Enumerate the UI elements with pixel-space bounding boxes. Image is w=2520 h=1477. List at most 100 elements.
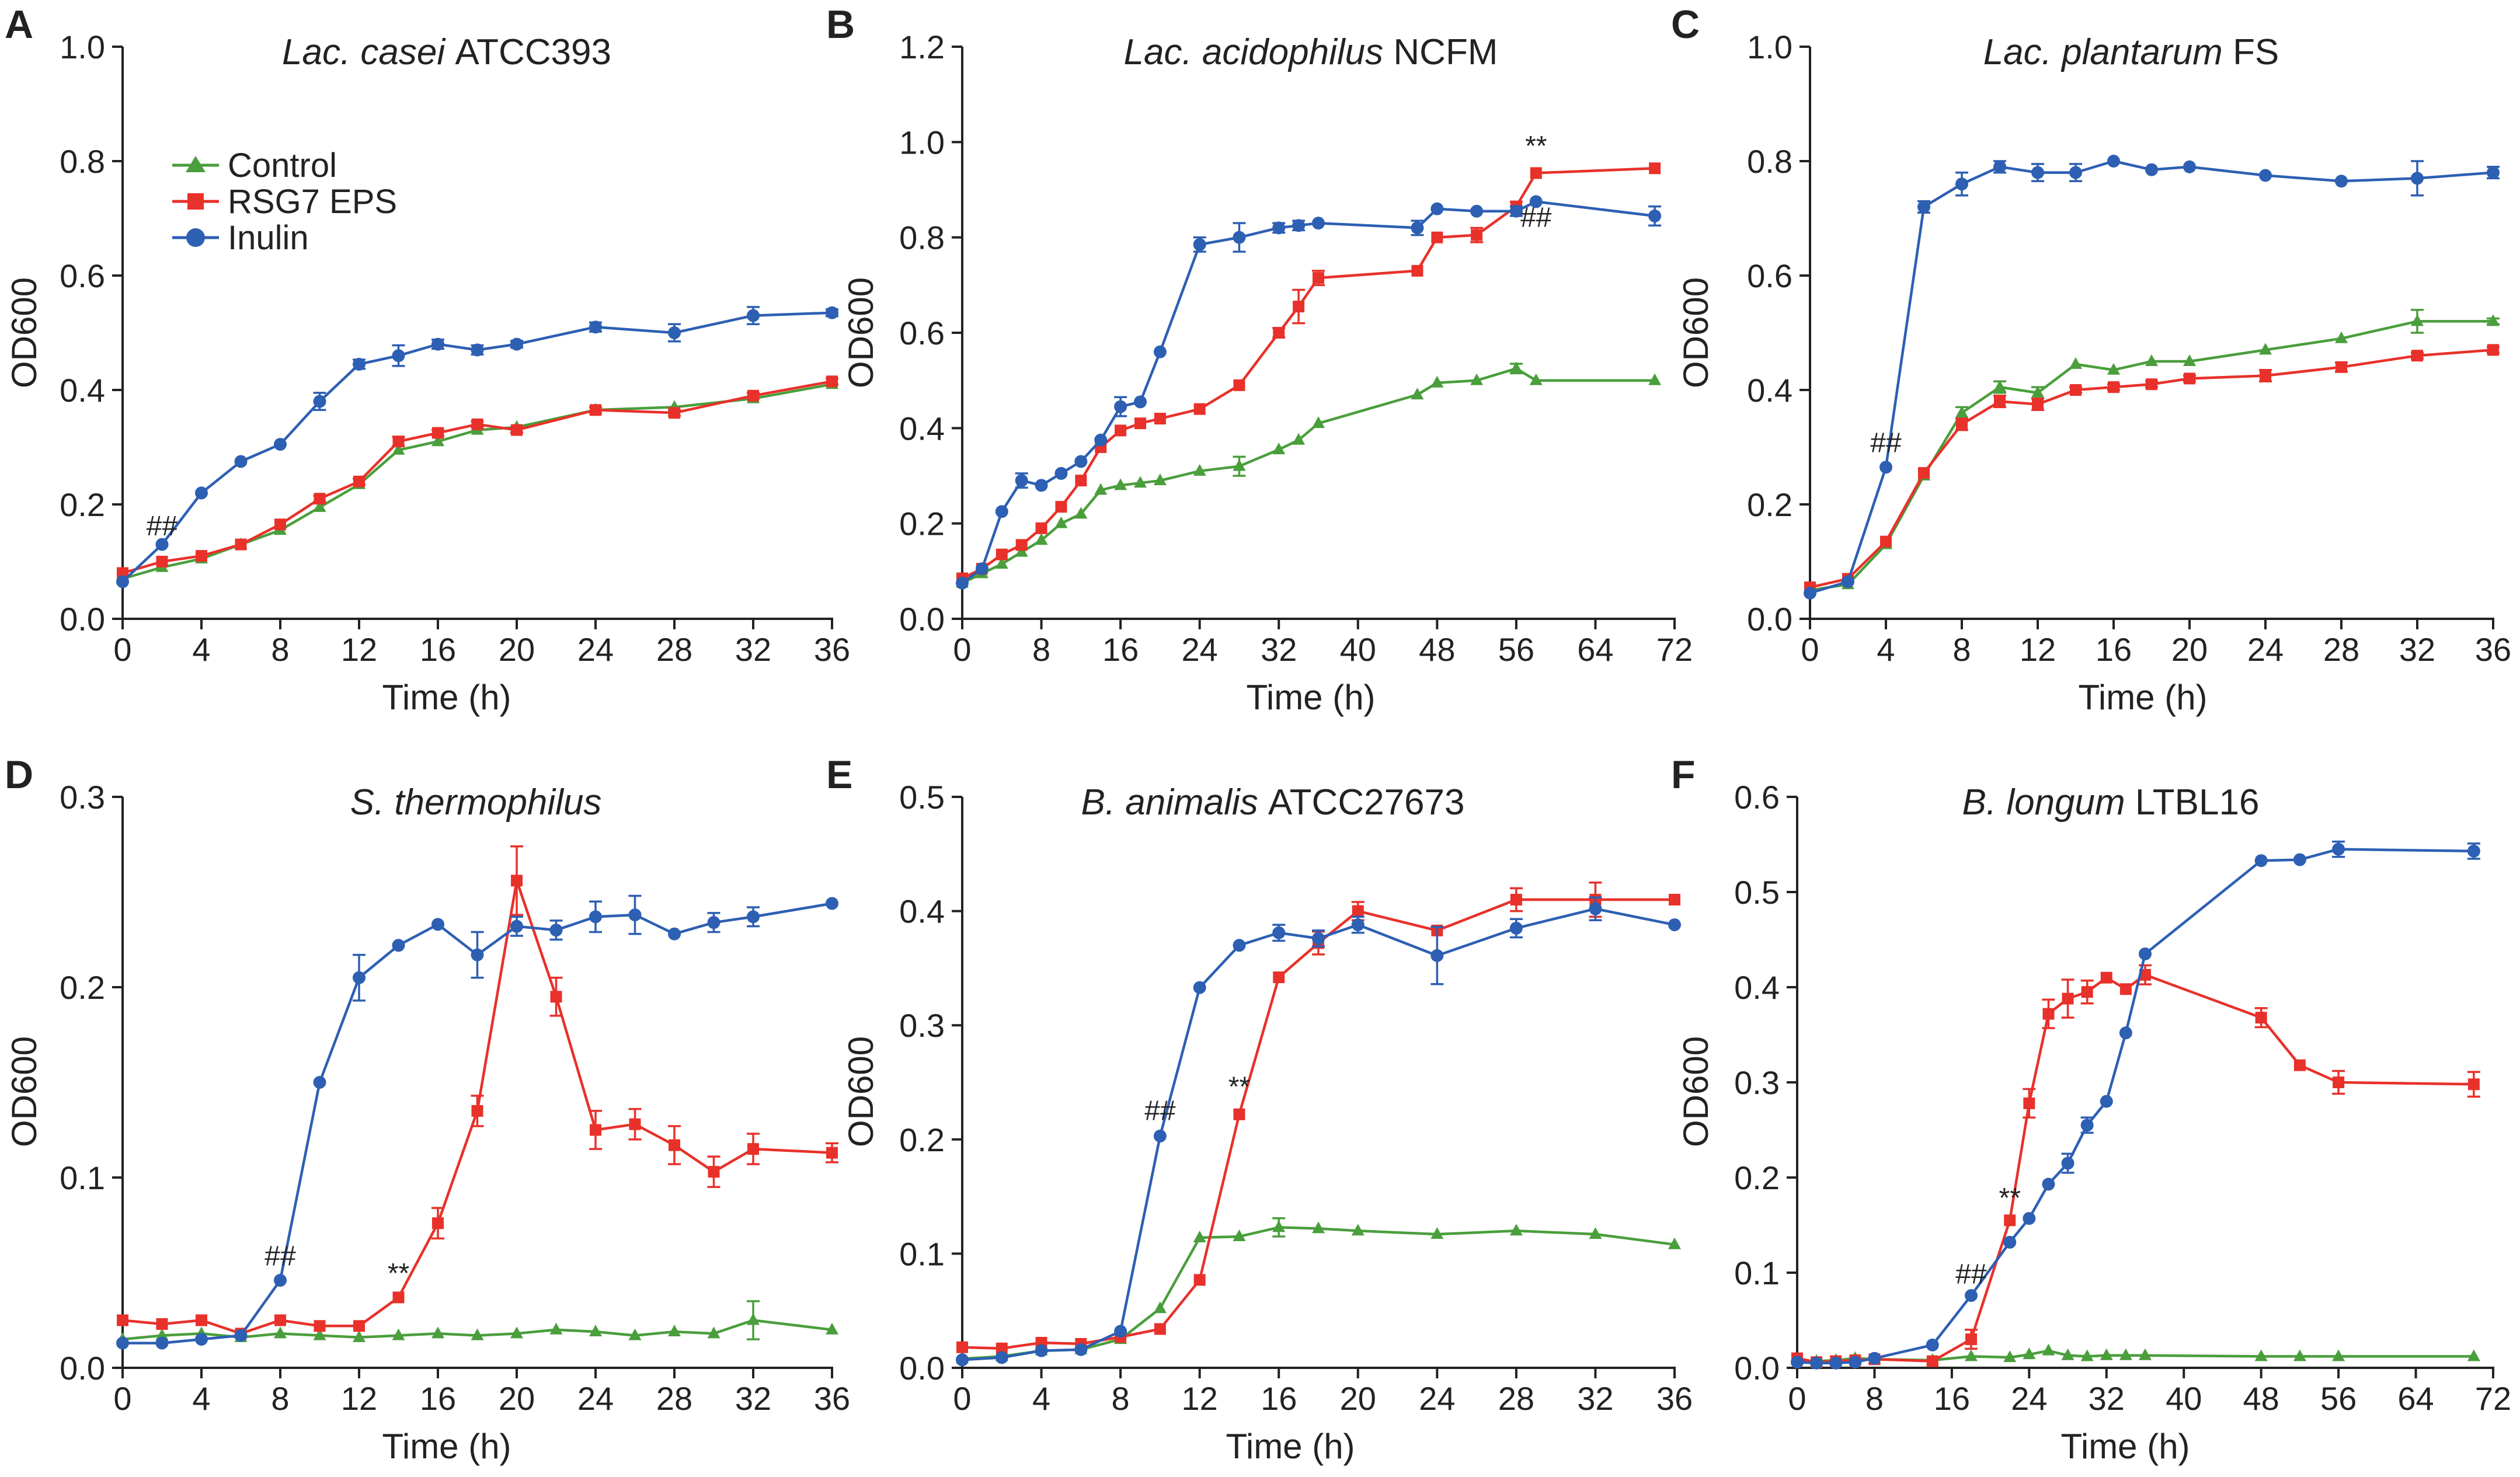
panel-e-point-inulin [1430,949,1444,962]
panel-b-point-control [1134,476,1147,488]
panel-d-point-control [155,1328,169,1340]
panel-e-x-tick-label: 36 [1656,1380,1693,1417]
panel-f-point-rsg7-eps [2062,992,2074,1005]
panel-a-point-inulin [826,306,838,319]
panel-d-point-rsg7-eps [432,1217,444,1229]
panel-b-point-control [1648,373,1662,385]
panel-b-point-inulin [1114,400,1127,413]
panel-a-point-rsg7-eps [235,538,247,551]
panel-f-x-tick-label: 32 [2089,1380,2125,1417]
panel-b-significance-mark: ** [1525,131,1547,162]
panel-d-point-control [313,1328,326,1340]
panel-b-line-rsg7-eps [962,167,1655,580]
panel-b-point-rsg7-eps [1055,501,1067,513]
panel-f-x-tick-label: 40 [2166,1380,2202,1417]
panel-b-x-tick-label: 40 [1340,631,1376,668]
panel-d-x-tick-label: 4 [192,1380,210,1417]
panel-a-y-tick-label: 1.0 [60,29,105,65]
panel-b-x-tick-label: 32 [1261,631,1297,668]
panel-f-species: B. longum [1962,782,2125,823]
panel-b-point-inulin [1648,209,1662,222]
panel-d-point-rsg7-eps [747,1143,759,1155]
panel-b-point-inulin [1233,231,1246,244]
panel-f-point-rsg7-eps [2119,983,2132,995]
panel-a-point-rsg7-eps [314,493,326,505]
panel-f: F B. longum LTBL16 Time (h) OD600 0 8 16 24… [1671,753,2511,1466]
panel-d-ylabel: OD600 [5,1036,44,1147]
panel-a-point-rsg7-eps [274,518,286,531]
panel-e-point-rsg7-eps [1352,905,1364,917]
panel-d-x-tick-label: 32 [735,1380,771,1417]
panel-c-x-tick-label: 24 [2247,631,2284,668]
panel-d-point-control [353,1330,366,1342]
panel-f-point-rsg7-eps [2023,1097,2035,1109]
panel-e-point-control [1509,1224,1523,1236]
panel-b-point-inulin [1430,202,1444,215]
panel-c-y-tick-label: 0.8 [1747,143,1792,180]
panel-b-point-rsg7-eps [1431,231,1443,243]
panel-e-point-control [1589,1227,1602,1239]
panel-b-line-control [962,367,1655,584]
panel-c-point-inulin [2145,163,2158,176]
panel-f-point-inulin [1829,1356,1843,1370]
panel-b-point-inulin [1529,195,1543,208]
panel-f-point-control [2023,1347,2036,1360]
panel-f-point-inulin [2332,842,2345,856]
panel-f-point-inulin [2023,1212,2036,1225]
panel-f-y-tick-label: 0.6 [1734,779,1780,816]
panel-e-x-tick-label: 32 [1577,1380,1613,1417]
panel-a-line-control [122,382,833,580]
panel-e-line-rsg7-eps [962,898,1675,1350]
panel-e-x-tick-label: 8 [1112,1380,1130,1417]
panel-label-b: B [826,2,855,47]
panel-a-point-control [313,500,326,512]
panel-f-x-tick-label: 48 [2243,1380,2279,1417]
panel-b-point-control [1272,443,1286,455]
panel-d-x-tick-label: 28 [656,1380,692,1417]
panel-b-line-inulin [961,200,1655,584]
panel-b-x-tick-label: 72 [1656,631,1693,668]
panel-b-point-control [1094,483,1108,495]
panel-b-point-control [1411,388,1424,400]
legend-control-label: Control [228,147,337,184]
panel-d-point-inulin [707,916,721,929]
panel-d-point-control [549,1322,563,1335]
panel-c-point-rsg7-eps [2487,344,2499,356]
panel-d-y-tick-label: 0.3 [60,779,105,816]
panel-c-point-rsg7-eps [2260,370,2271,382]
panel-b-point-inulin [1272,221,1286,235]
panel-e-point-rsg7-eps [1669,894,1680,906]
panel-c-point-control [2259,343,2272,355]
panel-f-point-control [2100,1348,2113,1360]
panel-d-point-rsg7-eps [826,1147,838,1159]
panel-a-point-inulin [234,455,248,468]
panel-d-point-inulin [392,939,405,952]
panel-d-point-control [589,1325,602,1337]
panel-d-point-rsg7-eps [550,991,562,1003]
panel-c-point-inulin [2411,172,2424,185]
panel-c-ylabel: OD600 [1676,277,1715,388]
panel-c-point-inulin [2069,166,2082,179]
panel-a-species: Lac. casei [282,32,446,72]
panel-a-point-rsg7-eps [432,427,444,439]
panel-a-significance-mark: ## [147,511,178,542]
panel-f-point-inulin [1849,1356,1862,1369]
panel-d-point-inulin [747,910,760,924]
panel-b-series-rsg7-eps [956,162,1661,584]
panel-f-point-control [2061,1348,2075,1360]
panel-c-y-tick-label: 1.0 [1747,29,1792,65]
panel-c-x-tick-label: 32 [2399,631,2435,668]
panel-f-x-tick-label: 8 [1865,1380,1884,1417]
panel-c-x-tick-label: 20 [2171,631,2208,668]
panel-c-point-control [2145,354,2158,366]
panel-f-point-inulin [2119,1026,2132,1040]
panel-e-point-control [1668,1237,1681,1249]
panel-a-point-inulin [668,326,681,339]
panel-d-point-control [471,1328,484,1340]
panel-c-point-rsg7-eps [2032,398,2044,410]
panel-a-point-rsg7-eps [669,407,680,419]
panel-b-point-inulin [1411,221,1424,235]
panel-e-point-inulin [1351,918,1365,932]
panel-b-point-inulin [975,562,988,576]
panel-c-point-inulin [2335,175,2348,188]
